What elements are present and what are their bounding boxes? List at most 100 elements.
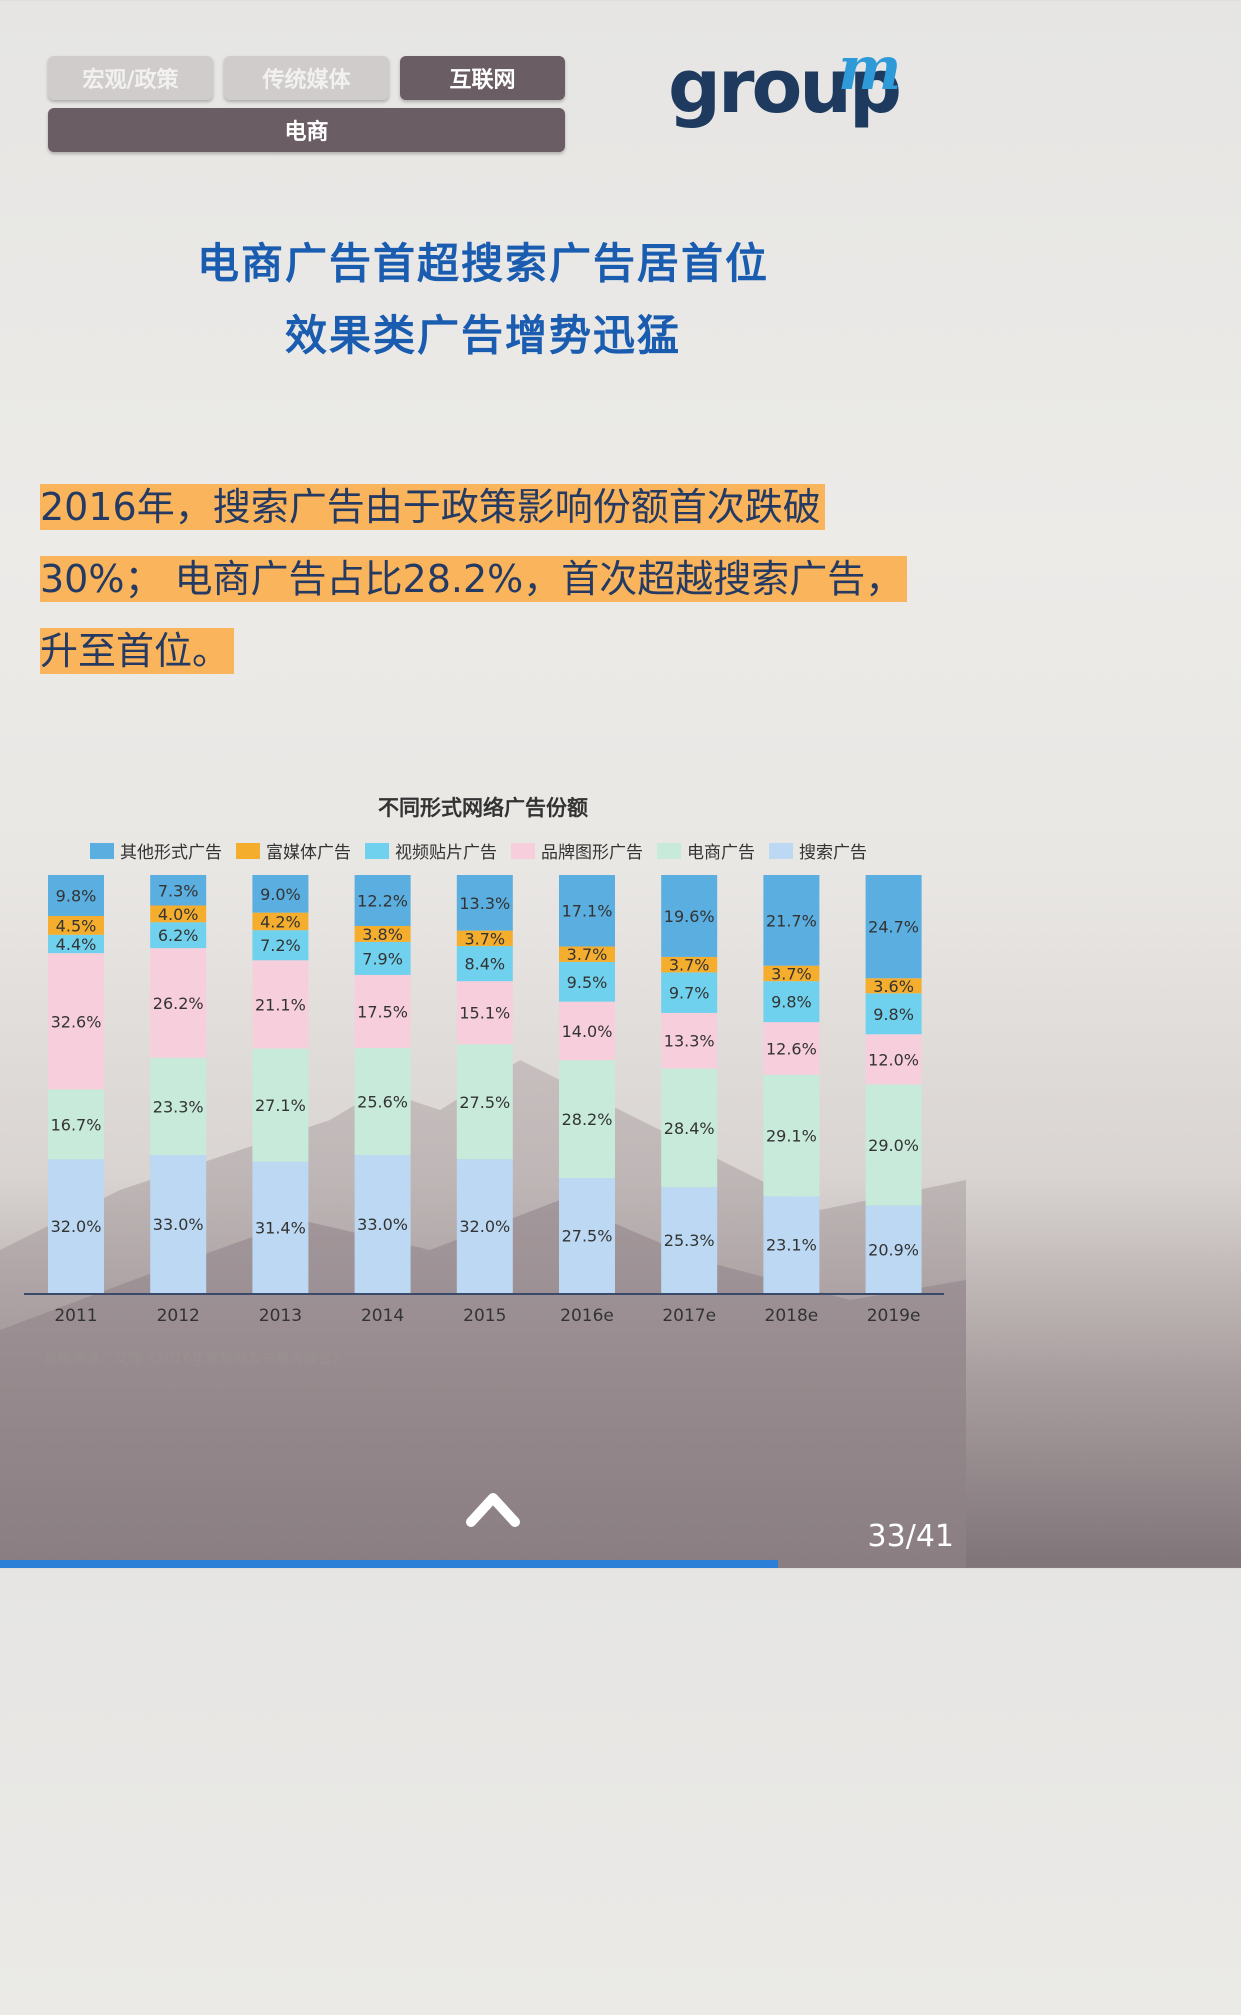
bar-segment bbox=[252, 930, 309, 961]
bar-segment bbox=[150, 1057, 207, 1156]
legend-swatch bbox=[657, 842, 681, 859]
legend-item: 其他形式广告 bbox=[90, 838, 222, 863]
legend-label: 电商广告 bbox=[687, 843, 755, 863]
bar-segment bbox=[559, 1178, 615, 1293]
bar-segment bbox=[763, 1074, 820, 1197]
bar-segment bbox=[48, 953, 104, 1090]
bar-data-label: 33.0% bbox=[153, 1215, 204, 1234]
bar-data-label: 9.0% bbox=[260, 885, 301, 904]
legend-swatch bbox=[511, 842, 535, 859]
legend-label: 视频贴片广告 bbox=[395, 843, 497, 863]
bar-data-label: 32.0% bbox=[51, 1217, 102, 1236]
x-tick-label: 2016e bbox=[560, 1306, 614, 1326]
bar-segment bbox=[559, 961, 615, 1002]
bar-segment bbox=[456, 1044, 513, 1160]
legend-swatch bbox=[236, 842, 260, 859]
bar-data-label: 4.5% bbox=[56, 916, 97, 935]
bar-data-label: 21.1% bbox=[255, 995, 306, 1014]
legend-item: 搜索广告 bbox=[769, 838, 867, 863]
bar-segment bbox=[150, 922, 207, 949]
bar-data-label: 4.4% bbox=[56, 935, 97, 954]
bar-segment bbox=[354, 974, 411, 1049]
headline-line-2: 效果类广告增势迅猛 bbox=[284, 311, 681, 360]
legend-swatch bbox=[90, 842, 114, 859]
bar-data-label: 3.7% bbox=[464, 929, 505, 948]
bar-segment bbox=[252, 1048, 309, 1162]
bar-data-label: 12.2% bbox=[357, 891, 408, 910]
bar-segment bbox=[48, 1159, 104, 1293]
legend-item: 品牌图形广告 bbox=[511, 838, 643, 863]
bar-data-label: 7.3% bbox=[158, 881, 199, 900]
bar-data-label: 13.3% bbox=[459, 894, 510, 913]
bar-segment bbox=[559, 875, 615, 947]
tab-internet[interactable]: 互联网 bbox=[400, 56, 565, 100]
bar-data-label: 25.6% bbox=[357, 1093, 408, 1112]
bar-data-label: 27.5% bbox=[459, 1093, 510, 1112]
groupm-logo: group bbox=[668, 44, 902, 130]
bar-data-label: 3.7% bbox=[771, 964, 812, 983]
legend-label: 搜索广告 bbox=[799, 843, 867, 863]
x-tick-label: 2012 bbox=[157, 1306, 200, 1326]
chart-title: 不同形式网络广告份额 bbox=[378, 796, 588, 820]
bar-data-label: 28.2% bbox=[562, 1110, 613, 1129]
bar-segment bbox=[865, 1084, 922, 1206]
bar-segment bbox=[252, 912, 309, 931]
bar-segment bbox=[456, 930, 513, 947]
bar-segment bbox=[763, 1196, 820, 1293]
bar-data-label: 23.3% bbox=[153, 1097, 204, 1116]
tab-ecommerce[interactable]: 电商 bbox=[48, 108, 565, 152]
bar-segment bbox=[456, 946, 513, 982]
bar-segment bbox=[150, 948, 207, 1058]
bar-data-label: 26.2% bbox=[153, 994, 204, 1013]
bar-segment bbox=[661, 875, 718, 957]
bar-segment bbox=[354, 875, 411, 926]
bar-data-label: 15.1% bbox=[459, 1004, 510, 1023]
bar-data-label: 14.0% bbox=[562, 1022, 613, 1041]
bar-segment bbox=[456, 875, 513, 931]
bar-segment bbox=[865, 978, 922, 994]
bar-segment bbox=[865, 1034, 922, 1085]
bar-segment bbox=[354, 1048, 411, 1156]
bar-data-label: 17.1% bbox=[562, 902, 613, 921]
bar-data-label: 31.4% bbox=[255, 1218, 306, 1237]
legend-item: 电商广告 bbox=[657, 838, 755, 863]
highlight-line-3: 升至首位。 bbox=[40, 628, 235, 674]
page-number: 33/41 bbox=[867, 1519, 954, 1554]
bar-data-label: 7.2% bbox=[260, 936, 301, 955]
bar-data-label: 13.3% bbox=[664, 1032, 715, 1051]
bar-segment bbox=[252, 960, 309, 1049]
legend-item: 视频贴片广告 bbox=[365, 838, 497, 863]
bar-segment bbox=[559, 946, 615, 962]
bar-data-label: 29.1% bbox=[766, 1127, 817, 1146]
bar-segment bbox=[354, 941, 411, 975]
bar-data-label: 27.5% bbox=[562, 1227, 613, 1246]
bar-data-label: 21.7% bbox=[766, 911, 817, 930]
tab-macro-policy[interactable]: 宏观/政策 bbox=[48, 56, 213, 100]
bar-data-label: 25.3% bbox=[664, 1231, 715, 1250]
bar-data-label: 29.0% bbox=[868, 1136, 919, 1155]
bar-segment bbox=[661, 956, 718, 973]
bar-data-label: 9.8% bbox=[771, 993, 812, 1012]
bar-data-label: 3.8% bbox=[362, 925, 403, 944]
bar-segment bbox=[865, 1205, 922, 1293]
bar-data-label: 33.0% bbox=[357, 1215, 408, 1234]
legend-swatch bbox=[365, 842, 389, 859]
data-source-note: 数据来源：艾瑞《2016年度数据发布集合报告》 bbox=[44, 1351, 346, 1367]
x-tick-label: 2015 bbox=[463, 1306, 506, 1326]
x-tick-label: 2011 bbox=[54, 1306, 97, 1326]
bar-data-label: 27.1% bbox=[255, 1096, 306, 1115]
bar-data-label: 7.9% bbox=[362, 949, 403, 968]
bar-segment bbox=[661, 1012, 718, 1069]
bar-data-label: 16.7% bbox=[51, 1115, 102, 1134]
bar-segment bbox=[150, 1155, 207, 1293]
stacked-bar-chart: 32.0% 16.7% 32.6% 4.4%4.5% 9.8% 2011 33.0% 23.3… bbox=[24, 875, 944, 1326]
tab-traditional-media[interactable]: 传统媒体 bbox=[224, 56, 389, 100]
bar-segment bbox=[763, 965, 820, 982]
bar-segment bbox=[559, 1001, 615, 1061]
chevron-up-icon[interactable] bbox=[463, 1482, 523, 1532]
bar-segment bbox=[456, 981, 513, 1045]
bar-segment bbox=[150, 875, 207, 906]
bar-segment bbox=[763, 875, 820, 966]
headline-line-1: 电商广告首超搜索广告居首位 bbox=[196, 239, 769, 288]
bar-segment bbox=[48, 915, 104, 935]
